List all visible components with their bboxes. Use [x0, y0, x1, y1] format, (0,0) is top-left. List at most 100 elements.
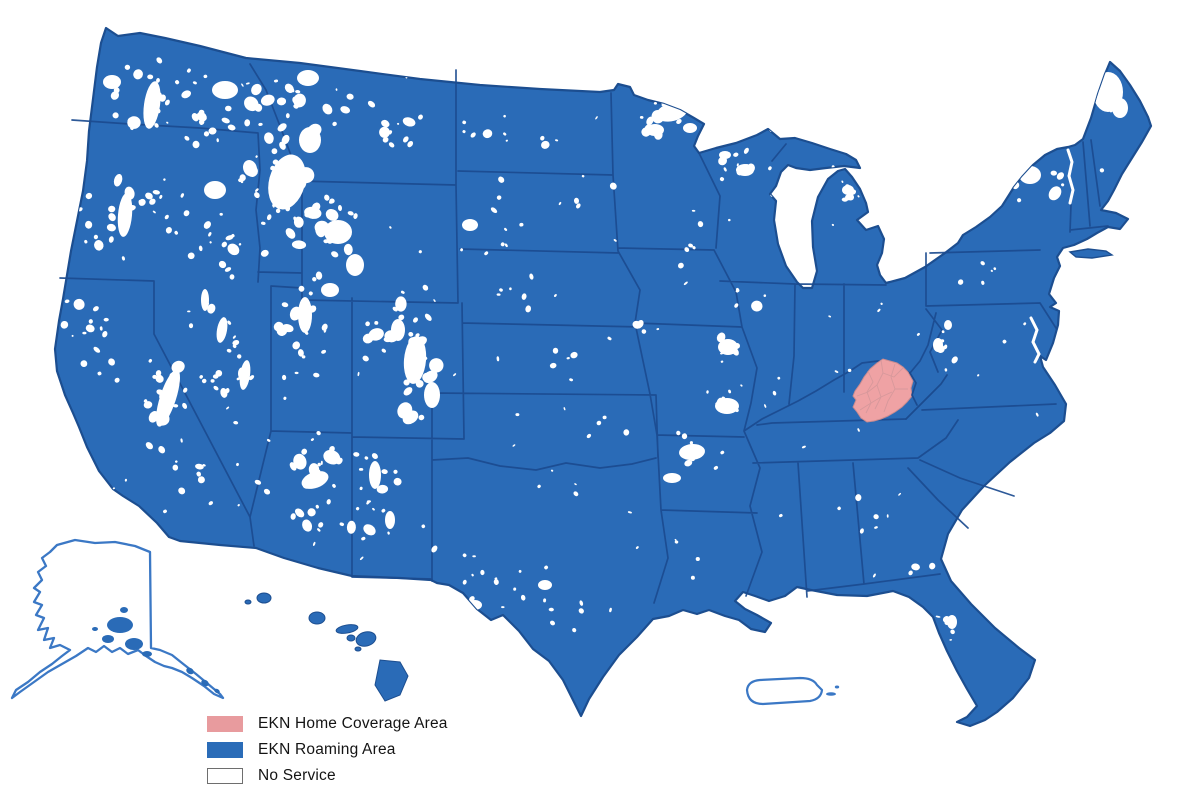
no-service-blob	[308, 463, 320, 477]
no-service-blob	[846, 192, 855, 201]
no-service-blob	[159, 389, 169, 401]
no-service-blob	[566, 357, 570, 360]
no-service-blob	[331, 251, 339, 258]
no-service-blob	[731, 347, 739, 356]
no-service-blob	[102, 331, 108, 338]
no-service-blob	[728, 389, 732, 394]
no-service-blob	[298, 285, 305, 292]
no-service-blob	[321, 349, 327, 354]
no-service-speckle	[722, 64, 726, 67]
no-service-speckle	[1099, 168, 1105, 173]
no-service-speckle	[515, 413, 520, 417]
no-service-speckle	[124, 478, 128, 482]
no-service-blob	[307, 508, 316, 517]
no-service-blob	[433, 396, 439, 402]
no-service-blob	[213, 385, 219, 391]
no-service-blob	[916, 332, 920, 336]
no-service-speckle	[152, 210, 156, 214]
no-service-patch	[201, 289, 209, 311]
no-service-blob	[92, 306, 99, 312]
no-service-blob	[254, 103, 263, 112]
no-service-blob	[688, 243, 694, 248]
no-service-speckle	[1115, 525, 1119, 529]
no-service-blob	[324, 194, 330, 201]
legend: EKN Home Coverage Area EKN Roaming Area …	[207, 715, 448, 784]
no-service-blob	[304, 210, 315, 218]
no-service-blob	[423, 370, 438, 384]
no-service-blob	[292, 96, 298, 104]
no-service-blob	[953, 616, 956, 620]
no-service-blob	[158, 446, 166, 454]
no-service-speckle	[366, 500, 370, 505]
no-service-blob	[573, 197, 580, 204]
no-service-speckle	[764, 404, 767, 408]
no-service-speckle	[71, 334, 74, 337]
no-service-blob	[684, 247, 690, 253]
no-service-blob	[260, 94, 275, 106]
no-service-blob	[316, 469, 321, 472]
no-service-blob	[152, 190, 160, 195]
no-service-speckle	[112, 487, 115, 490]
no-service-speckle	[944, 368, 948, 372]
no-service-speckle	[316, 430, 321, 436]
no-service-blob	[384, 330, 399, 343]
no-service-blob	[993, 267, 997, 271]
no-service-blob	[346, 93, 354, 100]
no-service-blob	[415, 353, 425, 361]
no-service-blob	[294, 371, 299, 375]
no-service-blob	[327, 230, 336, 238]
no-service-blob	[121, 256, 125, 261]
no-service-blob	[103, 317, 109, 322]
no-service-speckle	[720, 360, 724, 363]
no-service-blob	[715, 402, 719, 406]
no-service-blob	[569, 378, 574, 382]
no-service-patch	[369, 461, 381, 489]
no-service-speckle	[674, 540, 679, 544]
no-service-blob	[254, 192, 260, 199]
no-service-blob	[275, 208, 281, 214]
no-service-speckle	[271, 44, 276, 49]
no-service-blob	[112, 112, 119, 119]
no-service-speckle	[255, 188, 259, 192]
no-service-speckle	[159, 194, 163, 199]
no-service-blob	[721, 396, 726, 401]
no-service-speckle	[462, 553, 467, 558]
no-service-blob	[329, 446, 335, 452]
no-service-blob	[279, 178, 287, 186]
no-service-blob	[493, 579, 499, 585]
no-service-blob	[653, 129, 663, 140]
no-service-blob	[519, 222, 524, 227]
no-service-blob	[188, 323, 194, 329]
no-service-blob	[110, 91, 120, 100]
no-service-blob	[55, 315, 56, 319]
no-service-blob	[293, 174, 307, 190]
no-service-blob	[93, 346, 101, 353]
no-service-blob	[323, 329, 327, 333]
no-service-speckle	[232, 335, 236, 339]
appalachian-borders	[905, 372, 948, 420]
no-service-blob	[294, 508, 305, 518]
no-service-blob	[403, 387, 413, 396]
no-service-blob	[990, 269, 993, 272]
no-service-blob	[237, 354, 242, 359]
no-service-speckle	[778, 647, 781, 650]
no-service-blob	[1050, 170, 1057, 176]
no-service-blob	[301, 355, 306, 359]
no-service-blob	[837, 506, 841, 511]
no-service-speckle	[743, 683, 747, 686]
no-service-blob	[494, 577, 498, 580]
no-service-blob	[60, 320, 69, 329]
no-service-blob	[198, 109, 205, 115]
no-service-blob	[73, 298, 85, 310]
no-service-blob	[75, 192, 80, 199]
no-service-blob	[1098, 91, 1108, 105]
no-service-blob	[263, 488, 271, 495]
no-service-speckle	[880, 302, 883, 305]
no-service-blob	[301, 448, 308, 455]
no-service-blob	[403, 379, 410, 386]
no-service-speckle	[462, 120, 467, 125]
hawaii-island	[346, 634, 356, 642]
no-service-blob	[213, 88, 223, 96]
no-service-blob	[260, 249, 269, 257]
no-service-blob	[575, 203, 581, 209]
